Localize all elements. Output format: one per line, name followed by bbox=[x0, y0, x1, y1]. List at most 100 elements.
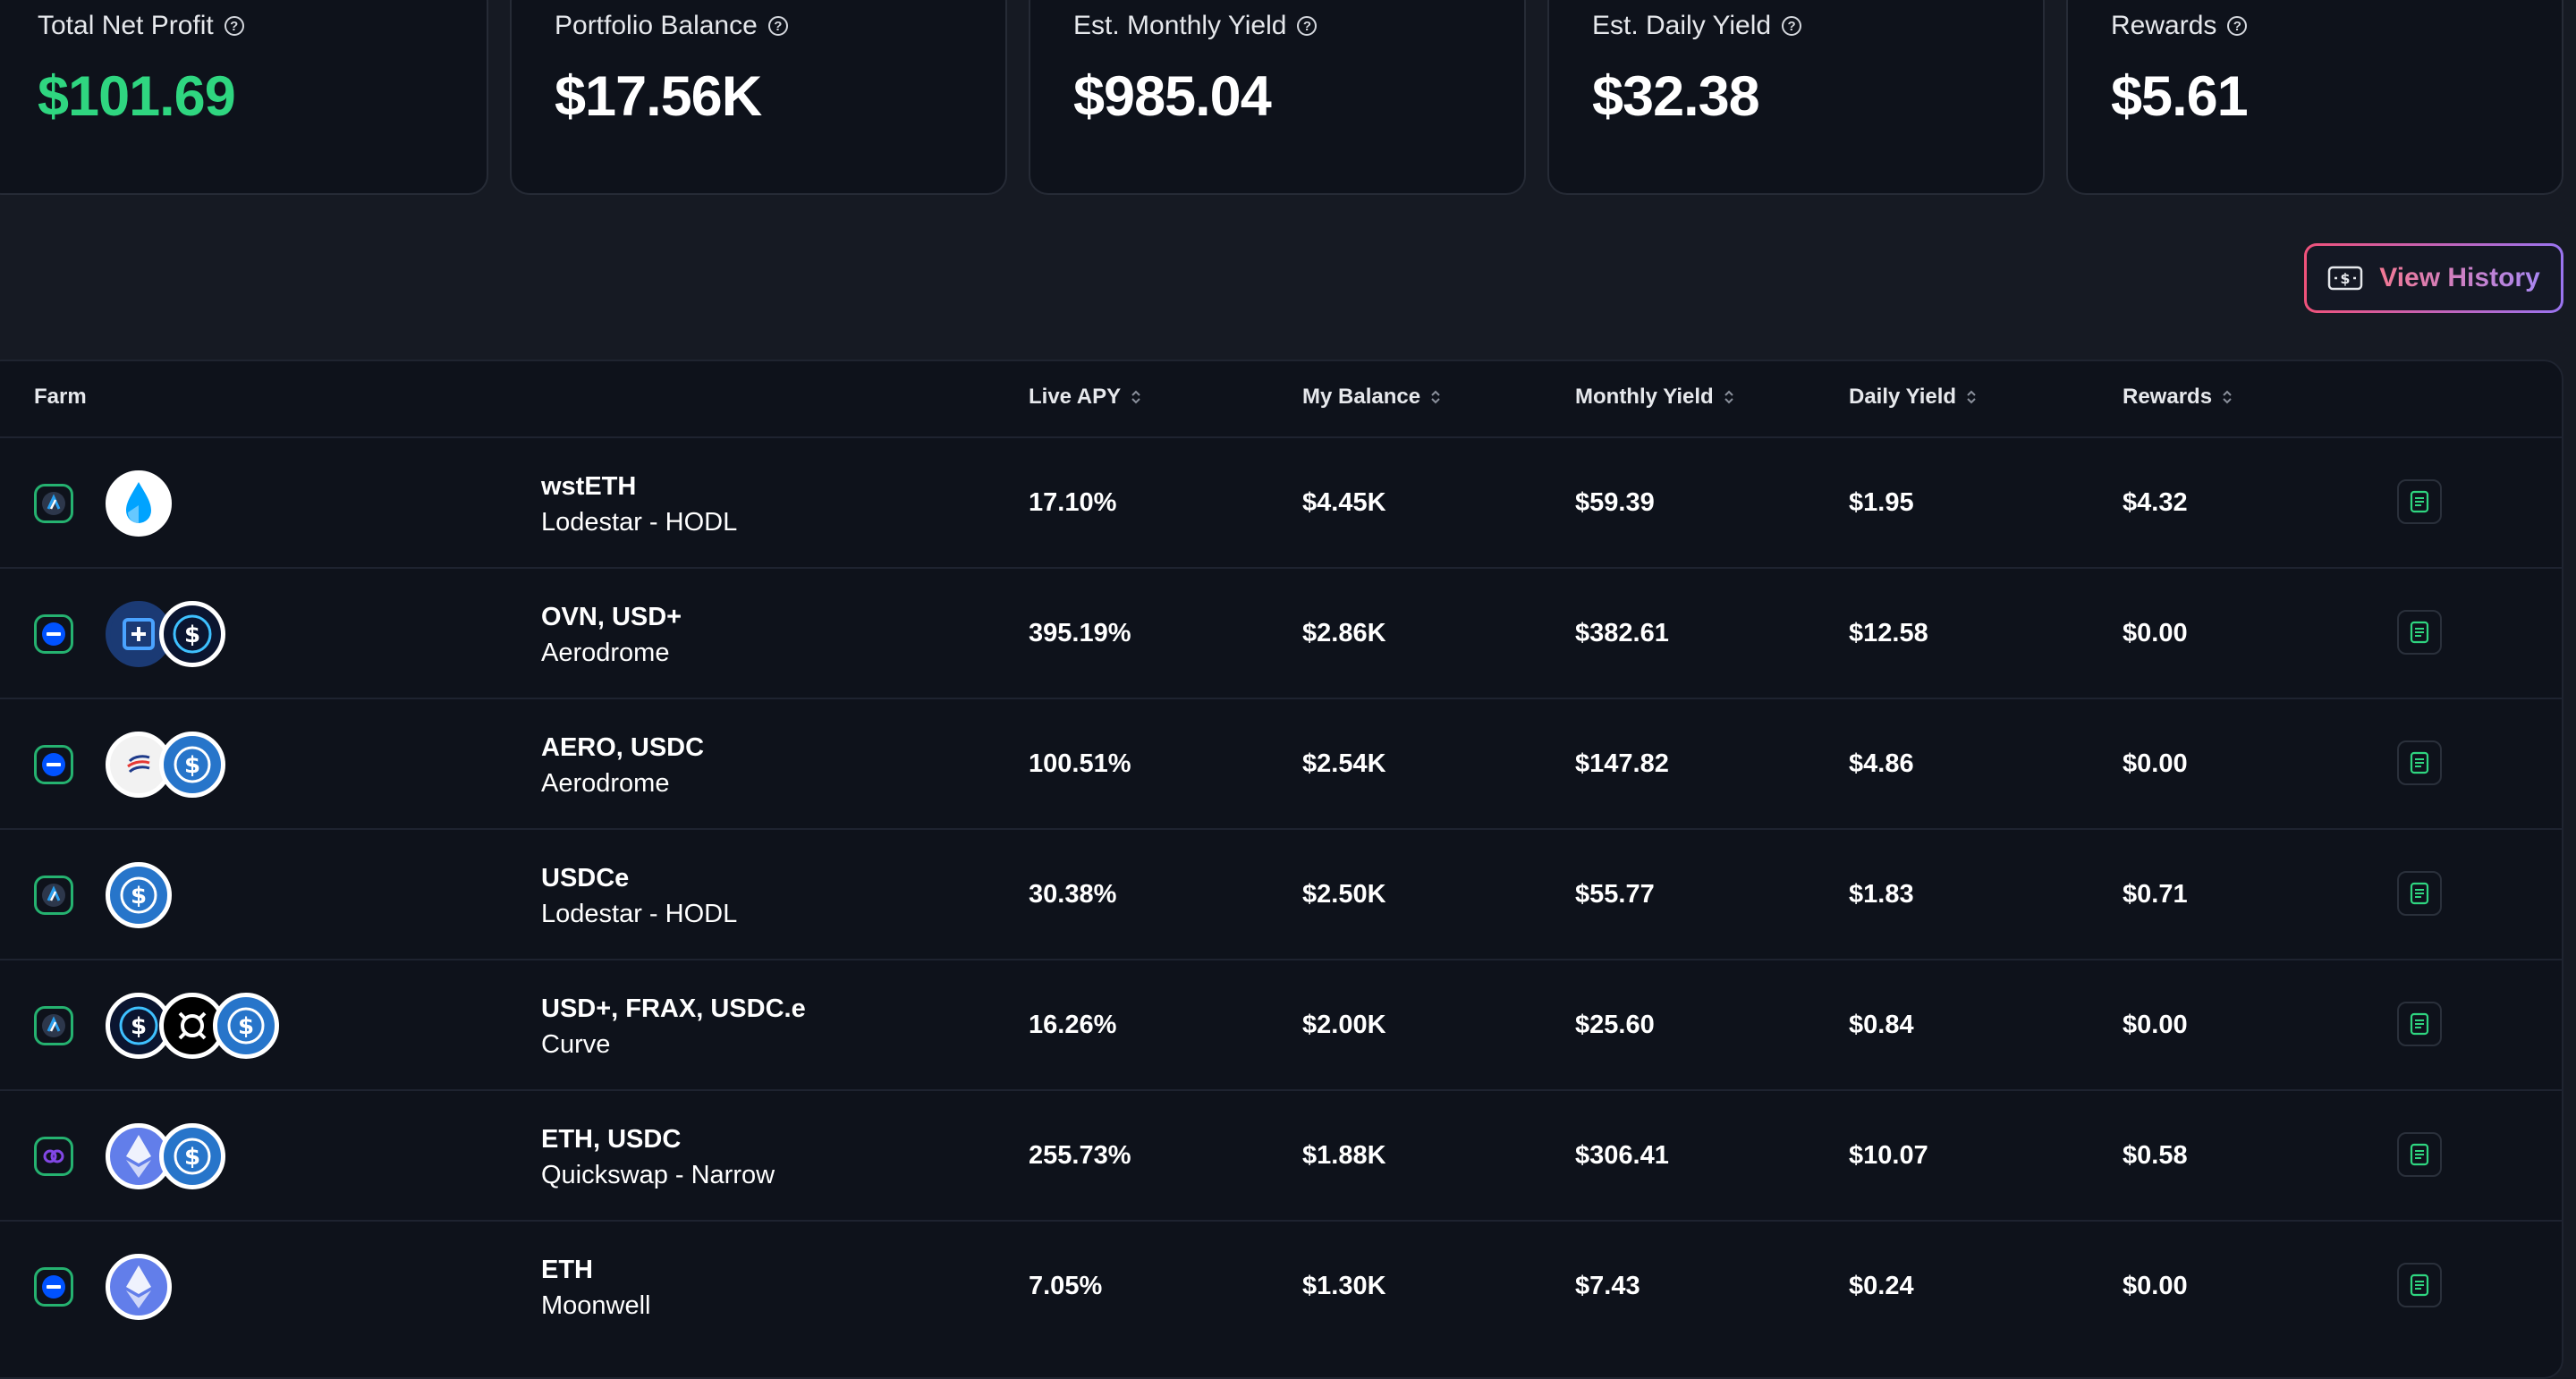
eth-token-icon bbox=[106, 1254, 172, 1320]
header-label: My Balance bbox=[1302, 385, 1421, 409]
stat-card-est-monthly-yield: Est. Monthly Yield? $985.04 bbox=[1029, 0, 1526, 195]
table-row[interactable]: $ OVN, USD+ Aerodrome 395.19% $2.86K $38… bbox=[0, 569, 2563, 699]
svg-text:$: $ bbox=[184, 622, 200, 648]
protocol-name: Lodestar - HODL bbox=[541, 508, 738, 537]
details-button[interactable] bbox=[2397, 1132, 2442, 1177]
daily-yield: $10.07 bbox=[1849, 1141, 1928, 1170]
divider bbox=[0, 436, 2563, 438]
view-history-label: View History bbox=[2379, 263, 2540, 292]
rewards: $0.00 bbox=[2123, 749, 2188, 778]
table-row[interactable]: ETH Moonwell 7.05% $1.30K $7.43 $0.24 $0… bbox=[0, 1222, 2563, 1352]
view-history-button[interactable]: $ View History bbox=[2304, 243, 2563, 313]
column-header-rewards[interactable]: Rewards bbox=[2123, 385, 2233, 410]
table-row[interactable]: $ USDCe Lodestar - HODL 30.38% $2.50K $5… bbox=[0, 830, 2563, 960]
my-balance: $1.88K bbox=[1302, 1141, 1386, 1170]
pair-name: ETH, USDC bbox=[541, 1125, 682, 1154]
live-apy: 100.51% bbox=[1029, 749, 1131, 778]
header-label: Daily Yield bbox=[1849, 385, 1957, 409]
sort-icon[interactable] bbox=[1130, 388, 1142, 406]
protocol-name: Aerodrome bbox=[541, 769, 670, 798]
daily-yield: $0.84 bbox=[1849, 1011, 1914, 1039]
stat-label: Est. Daily Yield bbox=[1592, 11, 1772, 40]
column-header-monthly-yield[interactable]: Monthly Yield bbox=[1575, 385, 1735, 410]
base-icon bbox=[34, 745, 73, 784]
sort-icon[interactable] bbox=[1429, 388, 1442, 406]
protocol-name: Lodestar - HODL bbox=[541, 900, 738, 928]
base-icon bbox=[34, 1267, 73, 1307]
details-button[interactable] bbox=[2397, 610, 2442, 655]
farms-table bbox=[0, 360, 2563, 1379]
table-row[interactable]: $ ETH, USDC Quickswap - Narrow 255.73% $… bbox=[0, 1091, 2563, 1222]
svg-text:$: $ bbox=[238, 1013, 254, 1040]
stat-label: Total Net Profit bbox=[38, 11, 214, 40]
column-header-farm: Farm bbox=[34, 385, 87, 410]
monthly-yield: $59.39 bbox=[1575, 488, 1655, 517]
base-icon bbox=[34, 614, 73, 654]
table-row[interactable]: $ AERO, USDC Aerodrome 100.51% $2.54K $1… bbox=[0, 699, 2563, 830]
usdc-token-icon: $ bbox=[159, 1123, 225, 1189]
column-header-live-apy[interactable]: Live APY bbox=[1029, 385, 1142, 410]
live-apy: 395.19% bbox=[1029, 619, 1131, 647]
live-apy: 30.38% bbox=[1029, 880, 1117, 909]
column-header-my-balance[interactable]: My Balance bbox=[1302, 385, 1442, 410]
usdc-token-icon: $ bbox=[213, 993, 279, 1059]
document-icon bbox=[2410, 490, 2429, 513]
help-icon[interactable]: ? bbox=[767, 16, 788, 36]
details-button[interactable] bbox=[2397, 740, 2442, 785]
rewards: $4.32 bbox=[2123, 488, 2188, 517]
pair-name: USD+, FRAX, USDC.e bbox=[541, 994, 806, 1023]
table-row[interactable]: $ $ USD+, FRAX, USDC.e Curve 16.26% $2.0… bbox=[0, 960, 2563, 1091]
daily-yield: $0.24 bbox=[1849, 1272, 1914, 1300]
rewards: $0.00 bbox=[2123, 1272, 2188, 1300]
document-icon bbox=[2410, 882, 2429, 905]
details-button[interactable] bbox=[2397, 479, 2442, 524]
table-row[interactable]: wstETH Lodestar - HODL 17.10% $4.45K $59… bbox=[0, 438, 2563, 569]
protocol-name: Moonwell bbox=[541, 1291, 651, 1320]
live-apy: 17.10% bbox=[1029, 488, 1117, 517]
dollar-bill-icon: $ bbox=[2327, 266, 2363, 291]
stat-card-rewards: Rewards? $5.61 bbox=[2066, 0, 2563, 195]
daily-yield: $4.86 bbox=[1849, 749, 1914, 778]
sort-icon[interactable] bbox=[2221, 388, 2233, 406]
protocol-name: Aerodrome bbox=[541, 639, 670, 667]
details-button[interactable] bbox=[2397, 871, 2442, 916]
wsteth-token-icon bbox=[106, 470, 172, 537]
stat-value: $985.04 bbox=[1073, 65, 1272, 128]
monthly-yield: $306.41 bbox=[1575, 1141, 1669, 1170]
my-balance: $2.54K bbox=[1302, 749, 1386, 778]
stat-label: Portfolio Balance bbox=[555, 11, 758, 40]
protocol-name: Curve bbox=[541, 1030, 611, 1059]
divider bbox=[0, 1220, 2563, 1222]
arbitrum-icon bbox=[34, 1006, 73, 1045]
help-icon[interactable]: ? bbox=[1782, 16, 1802, 36]
live-apy: 16.26% bbox=[1029, 1011, 1117, 1039]
my-balance: $2.50K bbox=[1302, 880, 1386, 909]
header-label: Rewards bbox=[2123, 385, 2213, 409]
pair-name: ETH bbox=[541, 1256, 593, 1284]
stat-card-portfolio-balance: Portfolio Balance? $17.56K bbox=[510, 0, 1007, 195]
help-icon[interactable]: ? bbox=[2227, 16, 2248, 36]
svg-text:$: $ bbox=[184, 752, 200, 779]
sort-icon[interactable] bbox=[1723, 388, 1735, 406]
my-balance: $2.86K bbox=[1302, 619, 1386, 647]
details-button[interactable] bbox=[2397, 1263, 2442, 1307]
stat-value: $101.69 bbox=[38, 65, 236, 128]
svg-text:$: $ bbox=[184, 1144, 200, 1171]
polygon-icon bbox=[34, 1137, 73, 1176]
divider bbox=[0, 959, 2563, 960]
pair-name: OVN, USD+ bbox=[541, 603, 682, 631]
help-icon[interactable]: ? bbox=[1297, 16, 1318, 36]
details-button[interactable] bbox=[2397, 1002, 2442, 1046]
svg-text:$: $ bbox=[131, 1013, 147, 1040]
live-apy: 255.73% bbox=[1029, 1141, 1131, 1170]
rewards: $0.58 bbox=[2123, 1141, 2188, 1170]
document-icon bbox=[2410, 1273, 2429, 1297]
daily-yield: $12.58 bbox=[1849, 619, 1928, 647]
pair-name: USDCe bbox=[541, 864, 630, 893]
sort-icon[interactable] bbox=[1965, 388, 1978, 406]
help-icon[interactable]: ? bbox=[224, 16, 244, 36]
svg-text:$: $ bbox=[2341, 270, 2351, 287]
pair-name: wstETH bbox=[541, 472, 637, 501]
column-header-daily-yield[interactable]: Daily Yield bbox=[1849, 385, 1978, 410]
rewards: $0.00 bbox=[2123, 1011, 2188, 1039]
